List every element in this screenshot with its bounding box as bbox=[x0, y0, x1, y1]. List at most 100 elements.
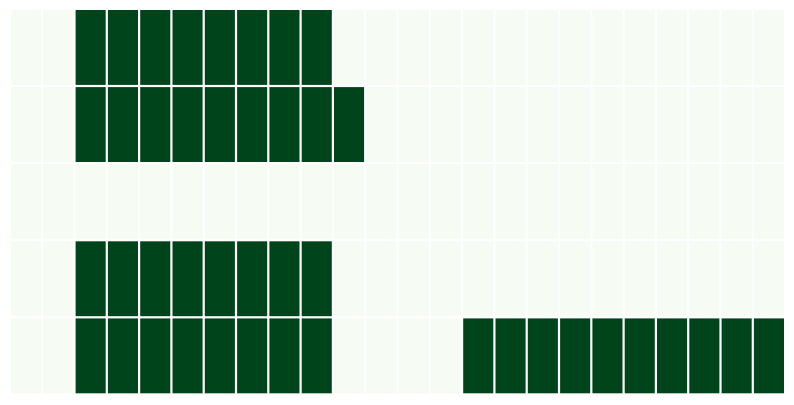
heatmap-cell-r1-c9 bbox=[301, 87, 332, 162]
heatmap-cell-r2-c3 bbox=[107, 164, 138, 240]
heatmap-cell-r1-c4 bbox=[140, 87, 171, 162]
heatmap-cell-r1-c10 bbox=[334, 87, 365, 162]
heatmap-cell-r3-c4 bbox=[140, 241, 171, 317]
heatmap-cell-r4-c6 bbox=[204, 318, 235, 394]
heatmap-cell-r0-c2 bbox=[75, 10, 106, 85]
heatmap-cell-r1-c6 bbox=[204, 87, 235, 162]
heatmap-cell-r4-c10 bbox=[334, 318, 365, 394]
heatmap-cell-r0-c12 bbox=[398, 10, 429, 85]
heatmap-cell-r4-c13 bbox=[430, 318, 461, 394]
heatmap-cell-r3-c3 bbox=[107, 241, 138, 317]
heatmap-cell-r4-c20 bbox=[657, 318, 688, 394]
heatmap-cell-r4-c21 bbox=[689, 318, 720, 394]
heatmap-cell-r0-c1 bbox=[43, 10, 74, 85]
heatmap-cell-r2-c12 bbox=[398, 164, 429, 240]
heatmap-cell-r2-c13 bbox=[430, 164, 461, 240]
heatmap-cell-r0-c3 bbox=[107, 10, 138, 85]
heatmap-cell-r4-c15 bbox=[495, 318, 526, 394]
heatmap-cell-r2-c20 bbox=[657, 164, 688, 240]
heatmap-cell-r2-c23 bbox=[753, 164, 784, 240]
heatmap-cell-r0-c6 bbox=[204, 10, 235, 85]
heatmap-cell-r2-c17 bbox=[560, 164, 591, 240]
heatmap-cell-r2-c6 bbox=[204, 164, 235, 240]
heatmap-cell-r0-c11 bbox=[366, 10, 397, 85]
heatmap-cell-r3-c12 bbox=[398, 241, 429, 317]
heatmap-cell-r0-c16 bbox=[527, 10, 558, 85]
heatmap-cell-r1-c13 bbox=[430, 87, 461, 162]
heatmap-cell-r0-c5 bbox=[172, 10, 203, 85]
heatmap-cell-r2-c1 bbox=[43, 164, 74, 240]
heatmap-cell-r3-c1 bbox=[43, 241, 74, 317]
heatmap-cell-r3-c11 bbox=[366, 241, 397, 317]
heatmap-cell-r2-c22 bbox=[721, 164, 752, 240]
heatmap-cell-r4-c12 bbox=[398, 318, 429, 394]
heatmap-cell-r3-c5 bbox=[172, 241, 203, 317]
heatmap-cell-r4-c2 bbox=[75, 318, 106, 394]
heatmap-cell-r2-c2 bbox=[75, 164, 106, 240]
heatmap-cell-r3-c17 bbox=[560, 241, 591, 317]
heatmap-cell-r3-c14 bbox=[463, 241, 494, 317]
heatmap-cell-r1-c22 bbox=[721, 87, 752, 162]
heatmap-cell-r0-c10 bbox=[334, 10, 365, 85]
heatmap-cell-r4-c3 bbox=[107, 318, 138, 394]
heatmap-cell-r1-c5 bbox=[172, 87, 203, 162]
heatmap-cell-r1-c2 bbox=[75, 87, 106, 162]
heatmap-cell-r1-c1 bbox=[43, 87, 74, 162]
heatmap-cell-r1-c8 bbox=[269, 87, 300, 162]
heatmap-cell-r3-c2 bbox=[75, 241, 106, 317]
heatmap-cell-r1-c7 bbox=[237, 87, 268, 162]
heatmap-cell-r2-c16 bbox=[527, 164, 558, 240]
heatmap-cells bbox=[11, 10, 784, 394]
heatmap-cell-r2-c18 bbox=[592, 164, 623, 240]
heatmap-cell-r1-c16 bbox=[527, 87, 558, 162]
heatmap-cell-r3-c15 bbox=[495, 241, 526, 317]
heatmap-cell-r3-c6 bbox=[204, 241, 235, 317]
heatmap-cell-r0-c22 bbox=[721, 10, 752, 85]
heatmap-cell-r1-c15 bbox=[495, 87, 526, 162]
heatmap-cell-r0-c23 bbox=[753, 10, 784, 85]
heatmap-cell-r3-c10 bbox=[334, 241, 365, 317]
heatmap-cell-r2-c4 bbox=[140, 164, 171, 240]
heatmap-cell-r4-c18 bbox=[592, 318, 623, 394]
heatmap-cell-r3-c18 bbox=[592, 241, 623, 317]
heatmap-cell-r0-c9 bbox=[301, 10, 332, 85]
heatmap-cell-r2-c21 bbox=[689, 164, 720, 240]
heatmap-cell-r3-c8 bbox=[269, 241, 300, 317]
heatmap-cell-r2-c9 bbox=[301, 164, 332, 240]
heatmap-cell-r1-c0 bbox=[11, 87, 42, 162]
heatmap-cell-r0-c0 bbox=[11, 10, 42, 85]
heatmap-cell-r1-c14 bbox=[463, 87, 494, 162]
heatmap-cell-r2-c14 bbox=[463, 164, 494, 240]
heatmap-cell-r2-c5 bbox=[172, 164, 203, 240]
heatmap-cell-r2-c11 bbox=[366, 164, 397, 240]
heatmap-cell-r0-c19 bbox=[624, 10, 655, 85]
heatmap-cell-r3-c0 bbox=[11, 241, 42, 317]
heatmap-cell-r1-c3 bbox=[107, 87, 138, 162]
heatmap-cell-r2-c7 bbox=[237, 164, 268, 240]
heatmap-cell-r3-c20 bbox=[657, 241, 688, 317]
heatmap-cell-r0-c14 bbox=[463, 10, 494, 85]
heatmap-cell-r3-c19 bbox=[624, 241, 655, 317]
heatmap-cell-r3-c23 bbox=[753, 241, 784, 317]
heatmap-cell-r4-c7 bbox=[237, 318, 268, 394]
heatmap-cell-r4-c1 bbox=[43, 318, 74, 394]
heatmap-cell-r0-c20 bbox=[657, 10, 688, 85]
heatmap-cell-r1-c11 bbox=[366, 87, 397, 162]
heatmap-cell-r0-c21 bbox=[689, 10, 720, 85]
heatmap-cell-r1-c21 bbox=[689, 87, 720, 162]
heatmap-cell-r0-c18 bbox=[592, 10, 623, 85]
heatmap-cell-r4-c9 bbox=[301, 318, 332, 394]
heatmap-cell-r4-c0 bbox=[11, 318, 42, 394]
heatmap-cell-r4-c22 bbox=[721, 318, 752, 394]
heatmap-cell-r2-c0 bbox=[11, 164, 42, 240]
heatmap-cell-r1-c19 bbox=[624, 87, 655, 162]
heatmap-cell-r1-c17 bbox=[560, 87, 591, 162]
heatmap-cell-r4-c19 bbox=[624, 318, 655, 394]
heatmap-cell-r4-c17 bbox=[560, 318, 591, 394]
heatmap-cell-r2-c15 bbox=[495, 164, 526, 240]
heatmap-cell-r1-c12 bbox=[398, 87, 429, 162]
heatmap-cell-r0-c17 bbox=[560, 10, 591, 85]
heatmap-cell-r0-c15 bbox=[495, 10, 526, 85]
heatmap-cell-r4-c16 bbox=[527, 318, 558, 394]
